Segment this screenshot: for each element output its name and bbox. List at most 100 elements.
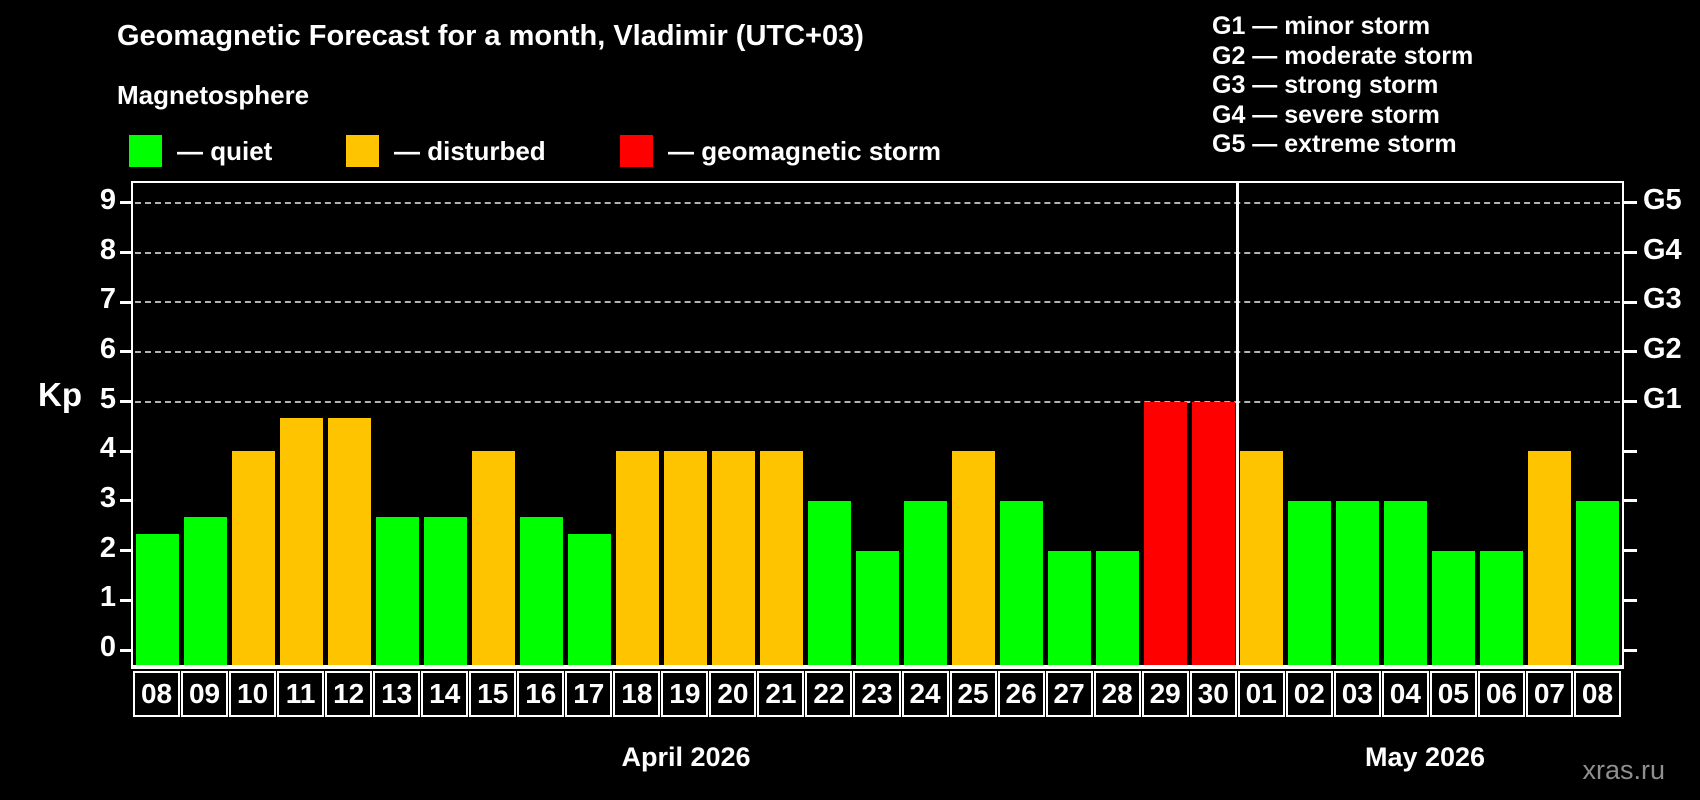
disturbed-swatch xyxy=(346,135,379,167)
kp-tick-label-0: 0 xyxy=(99,631,116,663)
g-level-label-g2: G2 xyxy=(1643,332,1682,365)
g-axis-tick xyxy=(1622,449,1637,453)
kp-axis-tick xyxy=(120,449,133,453)
x-axis-line xyxy=(131,665,1624,668)
kp-bar-april-29 xyxy=(1144,401,1188,667)
kp-tick-label-4: 4 xyxy=(99,432,116,465)
kp-bar-may-06 xyxy=(1480,550,1524,667)
day-label-april-12: 12 xyxy=(325,671,373,717)
kp-bar-april-12 xyxy=(327,418,371,667)
month-separator-line xyxy=(1236,183,1240,667)
kp-bar-may-05 xyxy=(1432,550,1476,667)
kp-bar-may-04 xyxy=(1384,500,1428,667)
kp-bar-april-14 xyxy=(423,517,467,667)
kp-bar-april-17 xyxy=(567,534,611,667)
kp-axis-tick xyxy=(120,648,133,652)
kp-tick-label-5: 5 xyxy=(99,382,116,415)
kp-bar-may-07 xyxy=(1528,451,1572,667)
day-label-april-13: 13 xyxy=(373,671,421,717)
kp-bar-april-24 xyxy=(904,500,948,667)
day-label-may-06: 06 xyxy=(1477,671,1525,717)
kp-bar-may-01 xyxy=(1240,451,1284,667)
day-label-april-14: 14 xyxy=(421,671,469,717)
kp-axis-tick xyxy=(120,300,133,304)
day-label-april-15: 15 xyxy=(469,671,517,717)
g-axis-tick xyxy=(1622,400,1637,404)
legend-item-quiet: — quiet xyxy=(129,135,272,167)
kp-bar-may-03 xyxy=(1336,500,1380,667)
kp-gridline-6 xyxy=(135,350,1620,353)
kp-bar-april-28 xyxy=(1096,550,1140,667)
day-label-april-08: 08 xyxy=(133,671,181,717)
kp-tick-label-6: 6 xyxy=(99,332,116,365)
kp-gridline-5 xyxy=(135,400,1620,403)
g-level-label-g5: G5 xyxy=(1643,183,1682,216)
kp-tick-label-3: 3 xyxy=(99,481,116,514)
g-axis-tick xyxy=(1622,499,1637,503)
day-label-april-18: 18 xyxy=(613,671,661,717)
day-label-april-11: 11 xyxy=(277,671,325,717)
kp-bar-may-02 xyxy=(1288,500,1332,667)
kp-bar-april-11 xyxy=(279,418,323,667)
day-label-april-21: 21 xyxy=(757,671,805,717)
kp-bar-april-20 xyxy=(711,451,755,667)
kp-axis-tick xyxy=(120,400,133,404)
kp-bar-april-15 xyxy=(471,451,515,667)
day-label-april-19: 19 xyxy=(661,671,709,717)
disturbed-legend-label: — disturbed xyxy=(394,136,546,166)
kp-bar-april-21 xyxy=(759,451,803,667)
kp-bar-april-16 xyxy=(519,517,563,667)
kp-bar-april-26 xyxy=(1000,500,1044,667)
g5-legend-line: G5 — extreme storm xyxy=(1212,130,1457,158)
g-level-label-g3: G3 xyxy=(1643,283,1682,316)
day-label-april-26: 26 xyxy=(997,671,1045,717)
g-axis-tick xyxy=(1622,598,1637,602)
month-label-april: April 2026 xyxy=(621,742,751,772)
g-axis-tick xyxy=(1622,251,1637,255)
magnetosphere-label: Magnetosphere xyxy=(117,80,310,110)
kp-axis-tick xyxy=(120,549,133,553)
day-label-may-08: 08 xyxy=(1573,671,1621,717)
g-axis-tick xyxy=(1622,648,1637,652)
kp-bar-april-23 xyxy=(855,550,899,667)
g3-legend-line: G3 — strong storm xyxy=(1212,71,1439,99)
g-level-label-g1: G1 xyxy=(1643,382,1682,415)
kp-bar-april-13 xyxy=(375,517,419,667)
month-label-may: May 2026 xyxy=(1364,742,1486,772)
kp-axis-tick xyxy=(120,201,133,205)
g-scale-legend: G1 — minor storm G2 — moderate storm G3 … xyxy=(1212,12,1473,160)
day-label-april-30: 30 xyxy=(1189,671,1237,717)
kp-tick-label-1: 1 xyxy=(99,581,116,614)
day-label-april-10: 10 xyxy=(229,671,277,717)
storm-swatch xyxy=(620,135,653,167)
kp-gridline-7 xyxy=(135,301,1620,304)
day-label-april-22: 22 xyxy=(805,671,853,717)
day-label-may-02: 02 xyxy=(1285,671,1333,717)
watermark-xras: xras.ru xyxy=(1582,755,1665,785)
g4-legend-line: G4 — severe storm xyxy=(1212,100,1440,129)
day-label-may-04: 04 xyxy=(1381,671,1429,717)
kp-bar-april-08 xyxy=(135,534,179,667)
day-label-april-23: 23 xyxy=(853,671,901,717)
legend-item-disturbed: — disturbed xyxy=(346,135,546,167)
plot-border xyxy=(131,181,1624,669)
kp-tick-label-9: 9 xyxy=(99,183,116,216)
legend-item-storm: — geomagnetic storm xyxy=(620,135,941,167)
day-label-may-07: 07 xyxy=(1525,671,1573,717)
kp-tick-label-2: 2 xyxy=(99,531,116,564)
kp-bar-april-18 xyxy=(615,451,659,667)
day-label-april-29: 29 xyxy=(1141,671,1189,717)
kp-axis-tick xyxy=(120,499,133,503)
kp-bar-may-08 xyxy=(1576,500,1620,667)
kp-axis-title: Kp xyxy=(38,376,82,413)
day-label-april-24: 24 xyxy=(901,671,949,717)
g-axis-tick xyxy=(1622,549,1637,553)
g-axis-tick xyxy=(1622,350,1637,354)
quiet-legend-label: — quiet xyxy=(177,136,273,166)
g1-legend-line: G1 — minor storm xyxy=(1212,12,1431,40)
kp-bar-april-10 xyxy=(231,451,275,667)
kp-gridline-9 xyxy=(135,201,1620,204)
day-label-april-25: 25 xyxy=(949,671,997,717)
chart-title: Geomagnetic Forecast for a month, Vladim… xyxy=(117,20,864,52)
kp-bar-april-19 xyxy=(663,451,707,667)
